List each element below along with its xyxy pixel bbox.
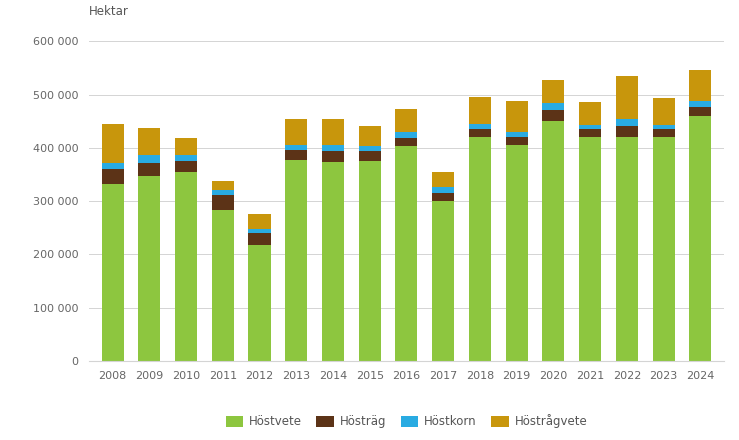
Bar — [469, 137, 491, 361]
Bar — [358, 151, 381, 161]
Bar — [505, 137, 528, 145]
Bar — [689, 116, 712, 361]
Bar — [469, 124, 491, 129]
Bar — [358, 161, 381, 361]
Bar — [653, 129, 675, 137]
Legend: Höstvete, Hösträg, Höstkorn, Höstrågvete: Höstvete, Hösträg, Höstkorn, Höstrågvete — [221, 410, 592, 433]
Bar — [175, 161, 197, 172]
Bar — [285, 119, 307, 145]
Bar — [616, 137, 638, 361]
Bar — [579, 125, 601, 129]
Bar — [175, 155, 197, 161]
Bar — [689, 101, 712, 107]
Bar — [432, 187, 454, 193]
Bar — [322, 151, 344, 162]
Bar — [138, 128, 160, 155]
Bar — [579, 137, 601, 361]
Bar — [248, 245, 270, 361]
Bar — [212, 195, 234, 209]
Bar — [101, 125, 123, 163]
Bar — [358, 146, 381, 151]
Bar — [432, 172, 454, 187]
Bar — [395, 132, 418, 138]
Bar — [653, 125, 675, 129]
Bar — [285, 145, 307, 150]
Bar — [175, 172, 197, 361]
Bar — [542, 103, 565, 110]
Bar — [469, 129, 491, 137]
Bar — [542, 80, 565, 103]
Bar — [138, 155, 160, 163]
Bar — [212, 181, 234, 191]
Bar — [138, 163, 160, 176]
Bar — [358, 125, 381, 146]
Bar — [616, 125, 638, 137]
Bar — [469, 97, 491, 124]
Bar — [248, 229, 270, 233]
Bar — [653, 137, 675, 361]
Bar — [395, 138, 418, 146]
Bar — [616, 76, 638, 119]
Bar — [505, 132, 528, 137]
Bar — [432, 201, 454, 361]
Bar — [653, 99, 675, 125]
Bar — [542, 110, 565, 121]
Bar — [395, 146, 418, 361]
Bar — [542, 121, 565, 361]
Bar — [248, 233, 270, 245]
Bar — [101, 169, 123, 183]
Bar — [212, 209, 234, 361]
Bar — [101, 183, 123, 361]
Bar — [248, 214, 270, 229]
Bar — [322, 145, 344, 151]
Bar — [616, 119, 638, 125]
Bar — [395, 109, 418, 132]
Bar — [579, 129, 601, 137]
Bar — [175, 138, 197, 155]
Bar — [505, 101, 528, 132]
Bar — [689, 70, 712, 101]
Bar — [322, 119, 344, 145]
Bar — [101, 163, 123, 169]
Bar — [689, 107, 712, 116]
Bar — [285, 160, 307, 361]
Bar — [285, 150, 307, 160]
Text: Hektar: Hektar — [89, 4, 129, 18]
Bar — [505, 145, 528, 361]
Bar — [432, 193, 454, 201]
Bar — [212, 191, 234, 195]
Bar — [138, 176, 160, 361]
Bar — [322, 162, 344, 361]
Bar — [579, 102, 601, 125]
